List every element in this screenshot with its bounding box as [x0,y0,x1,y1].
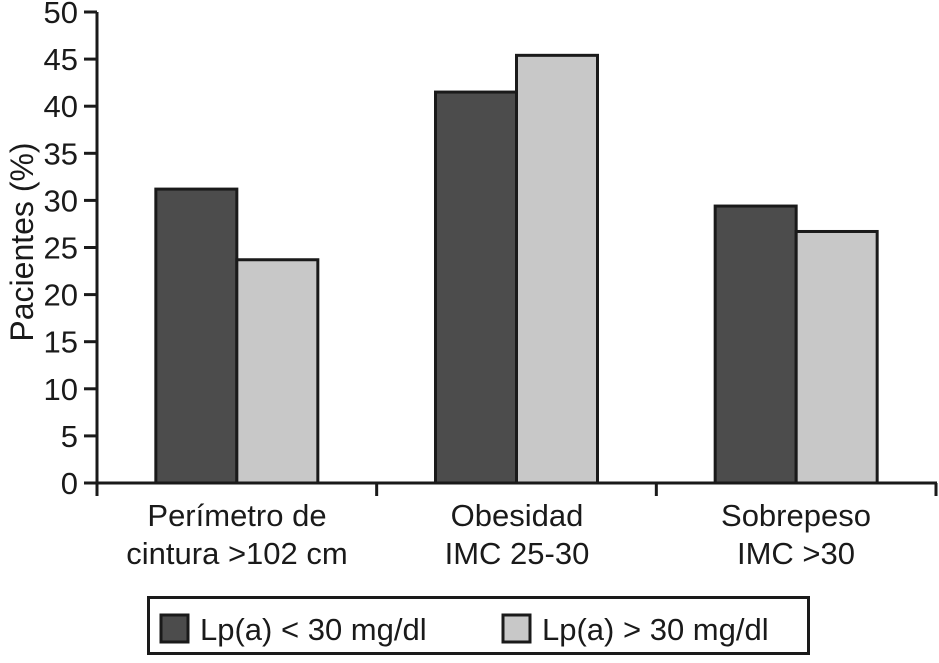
legend-swatch-series2 [501,613,532,644]
legend-label-series1: Lp(a) < 30 mg/dl [200,612,427,647]
x-axis-ticks [375,483,938,496]
category-label-1-line-1: Perímetro de [147,498,326,533]
bar-series1-category3 [713,204,798,485]
y-tick-label: 15 [44,325,78,360]
legend-box [147,596,810,655]
category-label-2-line-1: Obesidad [451,498,584,533]
y-tick-label: 30 [44,183,78,218]
bars-group [154,53,879,485]
y-tick-label: 35 [44,136,78,171]
y-tick-label: 25 [44,231,78,266]
bar-series1-category2 [434,90,518,485]
category-label-3-line-2: IMC >30 [737,536,855,571]
category-label-3-line-1: Sobrepeso [721,498,871,533]
y-tick-label: 20 [44,278,78,313]
category-label-1-line-2: cintura >102 cm [126,536,347,571]
bar-series2-category3 [794,229,879,485]
y-tick-label: 5 [61,419,78,454]
y-axis-title: Pacientes (%) [4,142,40,341]
legend: Lp(a) < 30 mg/dl Lp(a) > 30 mg/dl [147,596,810,655]
legend-swatch-series1 [159,613,190,644]
y-tick-label: 45 [44,42,78,77]
y-tick-label: 0 [61,466,78,501]
y-axis-ticks: 0 5 10 15 20 25 30 35 40 45 50 [44,0,97,501]
y-tick-label: 40 [44,89,78,124]
bar-series2-category1 [235,258,320,485]
bar-series1-category1 [154,187,239,485]
y-tick-label: 50 [44,0,78,30]
bar-series2-category2 [515,53,599,485]
y-tick-label: 10 [44,372,78,407]
category-label-2-line-2: IMC 25-30 [445,536,590,571]
category-labels: Perímetro de cintura >102 cm Obesidad IM… [126,498,871,571]
legend-label-series2: Lp(a) > 30 mg/dl [542,612,769,647]
